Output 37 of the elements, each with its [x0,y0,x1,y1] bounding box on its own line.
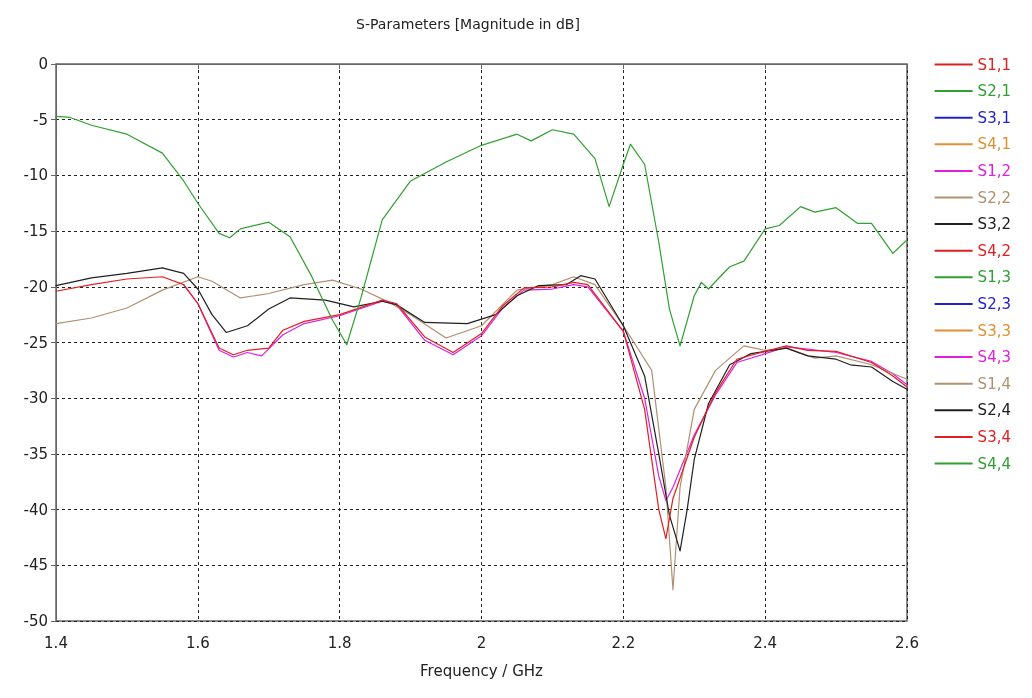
chart-title: S-Parameters [Magnitude in dB] [356,16,580,32]
legend-label: S3,3 [977,321,1012,340]
legend-label: S4,2 [977,241,1012,260]
y-tick-label: -15 [23,222,48,241]
y-tick-label: -40 [23,500,48,519]
x-tick-label: 2.6 [895,633,919,652]
y-tick-label: -35 [23,444,48,463]
legend-label: S2,4 [977,401,1012,420]
legend-label: S1,3 [977,268,1012,287]
legend-label: S4,4 [977,454,1012,473]
legend-label: S1,4 [977,374,1012,393]
y-tick-label: -25 [23,333,48,352]
y-tick-label: -50 [23,612,48,630]
legend-label: S1,2 [977,161,1012,180]
x-tick-label: 1.4 [44,633,68,652]
x-axis-title: Frequency / GHz [420,661,544,680]
legend-label: S2,2 [977,188,1012,207]
legend-label: S3,2 [977,215,1012,234]
legend-label: S2,3 [977,294,1012,313]
x-tick-label: 2 [476,633,487,652]
x-tick-label: 1.6 [185,633,210,652]
y-tick-label: -20 [23,277,48,296]
x-tick-label: 2.4 [753,633,778,652]
line-series [55,115,908,347]
y-tick-label: 0 [38,55,48,73]
legend-label: S2,1 [977,82,1012,101]
y-tick-label: -10 [23,166,48,185]
legend-label: S4,3 [977,348,1012,367]
x-tick-label: 1.8 [327,633,352,652]
legend-label: S1,1 [977,55,1012,74]
legend-label: S3,1 [977,108,1012,127]
y-tick-label: -30 [23,389,48,408]
x-tick-label: 2.2 [611,633,636,652]
legend-label: S4,1 [977,135,1012,154]
y-tick-label: -45 [23,556,48,575]
legend-label: S3,4 [977,427,1012,446]
y-tick-label: -5 [33,110,48,129]
